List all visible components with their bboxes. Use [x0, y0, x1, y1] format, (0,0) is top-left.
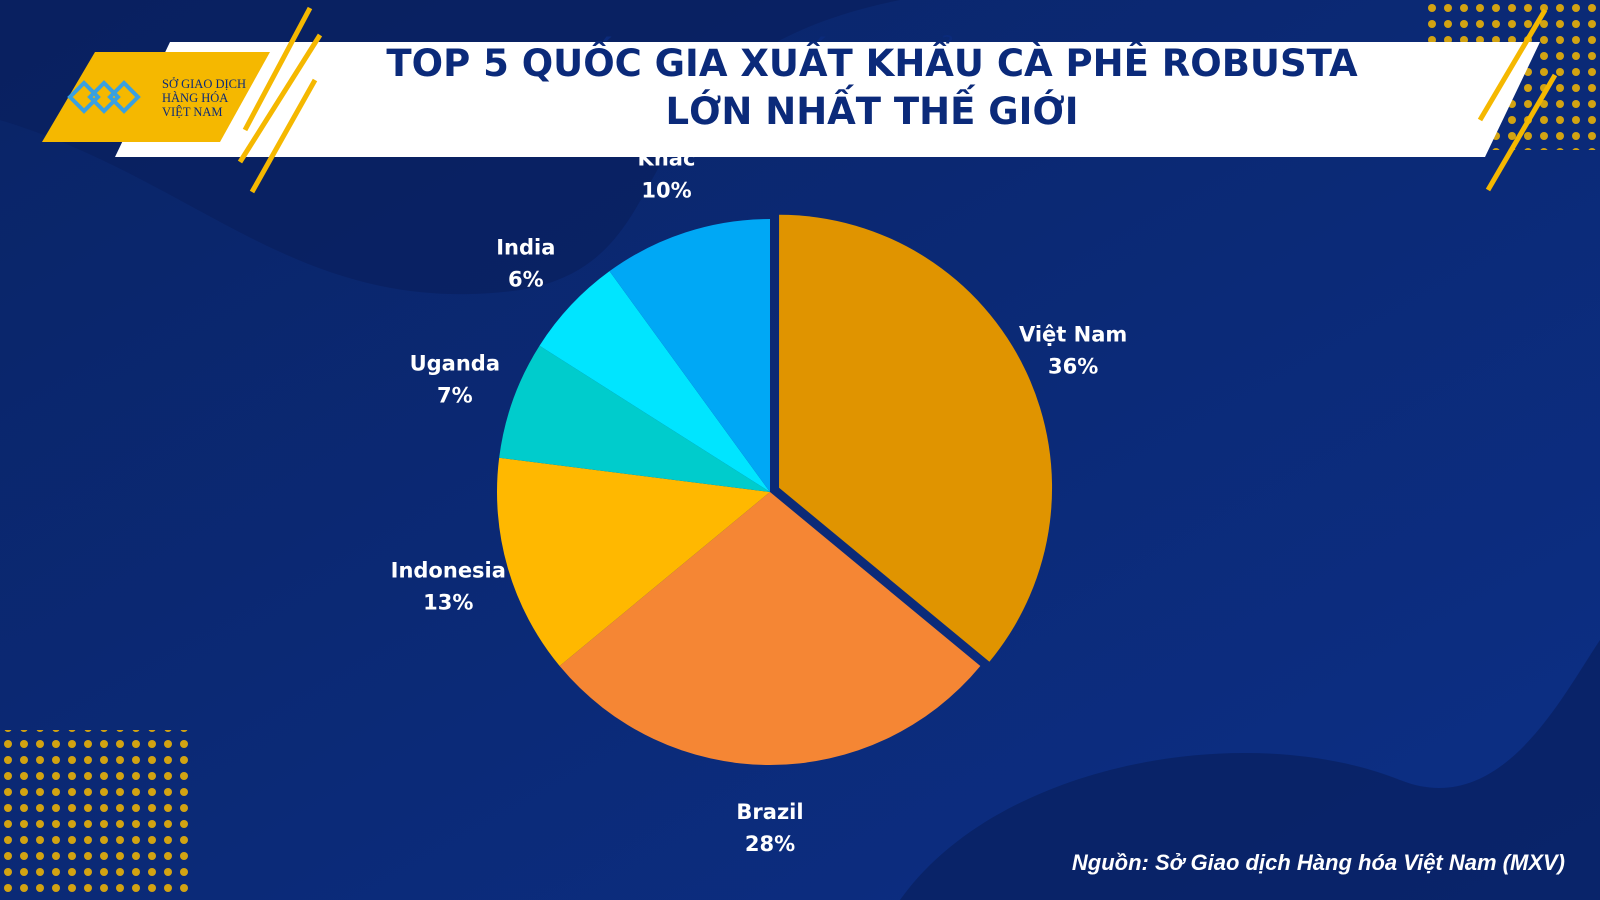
slice-label: Brazil: [736, 800, 803, 824]
decor-dots: [0, 730, 190, 900]
pie-slice: [609, 219, 770, 492]
decor-wave: [900, 640, 1600, 900]
chart-title: TOP 5 QUỐC GIA XUẤT KHẨU CÀ PHÊ ROBUSTA: [386, 35, 1358, 85]
slice-label: Uganda: [410, 352, 500, 376]
slice-label: Việt Nam: [1019, 322, 1127, 346]
slice-value-label: 28%: [745, 832, 795, 856]
slice-label: Indonesia: [391, 558, 506, 582]
source-note: Nguồn: Sở Giao dịch Hàng hóa Việt Nam (M…: [1072, 850, 1565, 875]
decor-lines: [237, 6, 1558, 194]
pie-slice: [539, 271, 770, 492]
slice-value-label: 6%: [508, 268, 544, 292]
slice-value-label: 10%: [641, 178, 691, 202]
title-banner: [115, 42, 1540, 157]
pie-slice: [497, 457, 770, 667]
slice-value-label: 36%: [1048, 354, 1098, 378]
pie-slice: [559, 492, 981, 765]
pie-slice: [499, 345, 770, 492]
chart-title: LỚN NHẤT THẾ GIỚI: [665, 84, 1078, 133]
logo-mark: [67, 80, 141, 114]
slice-value-label: 7%: [437, 384, 473, 408]
logo-box: [42, 52, 270, 142]
logo-text: VIỆT NAM: [162, 105, 223, 119]
slice-label: India: [496, 236, 555, 260]
logo-text: SỞ GIAO DỊCH: [162, 77, 246, 91]
logo-text: HÀNG HÓA: [162, 91, 228, 105]
pie-slice: [779, 214, 1053, 662]
slice-value-label: 13%: [423, 590, 473, 614]
slice-label: Khác: [638, 146, 696, 170]
